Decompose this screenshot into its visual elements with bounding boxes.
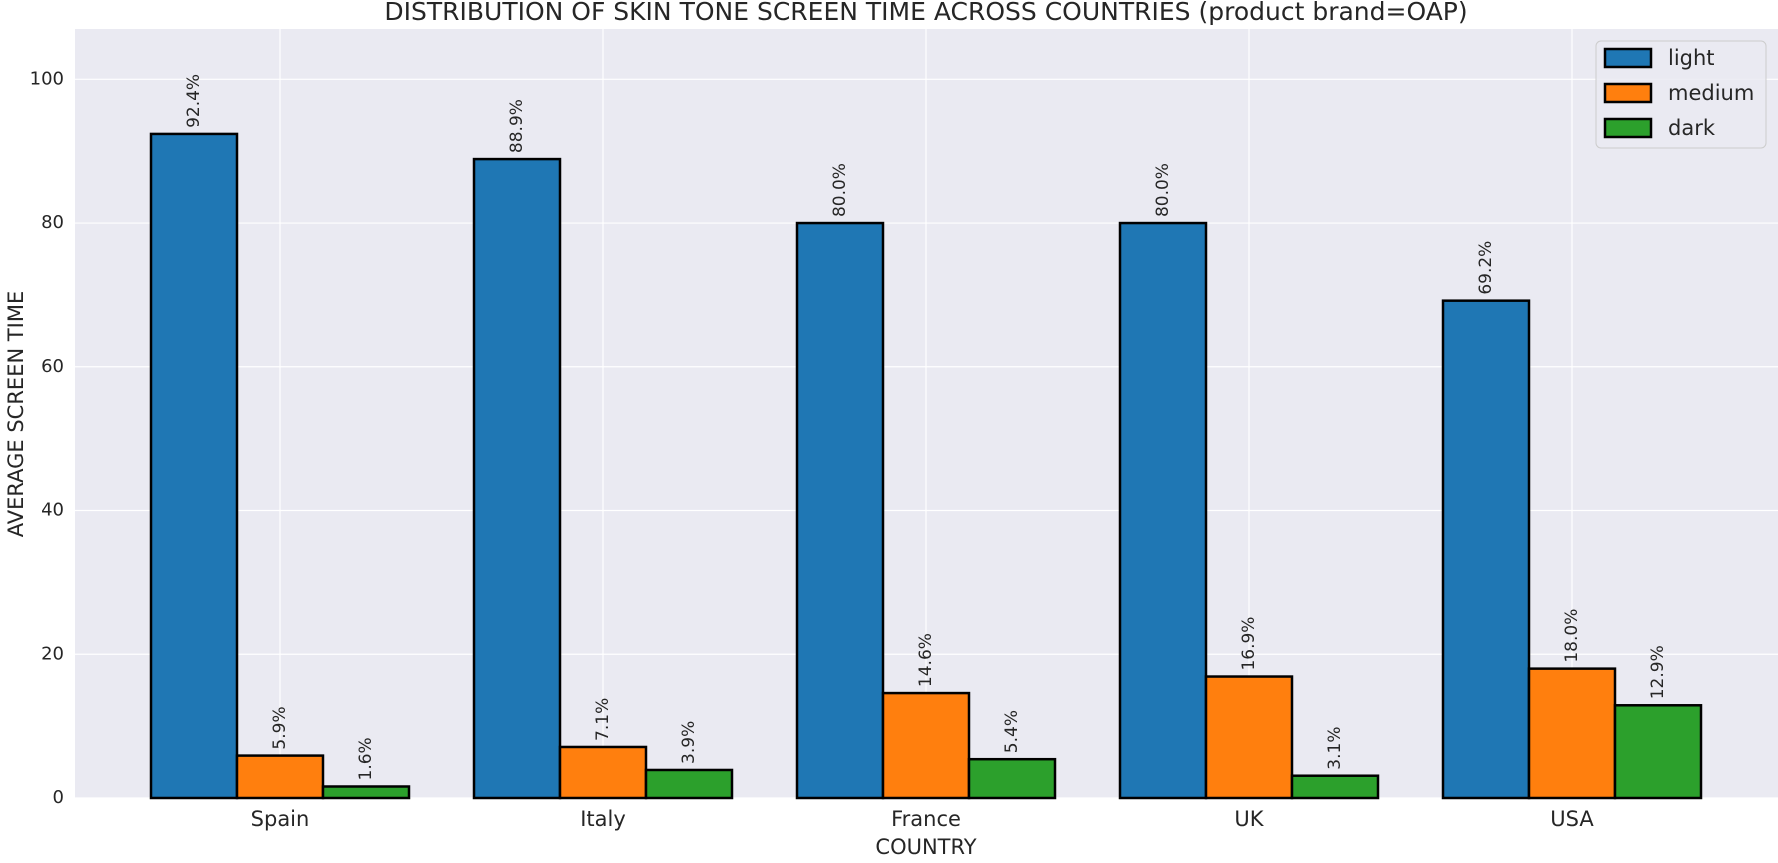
bar-dark-uk (1290, 774, 1380, 800)
legend-swatch-dark (1603, 117, 1653, 139)
bar-dark-usa (1613, 704, 1703, 800)
legend-label-light: light (1668, 46, 1715, 70)
bar-light-italy (472, 157, 562, 800)
legend-label-medium: medium (1668, 81, 1754, 105)
bar-dark-spain (321, 785, 411, 800)
bar-light-france (795, 221, 885, 800)
bar-value-label: 1.6% (356, 737, 376, 780)
bar-light-uk (1118, 221, 1208, 800)
chart-title: DISTRIBUTION OF SKIN TONE SCREEN TIME AC… (384, 0, 1467, 26)
x-axis-title: COUNTRY (875, 835, 976, 859)
bar-value-label: 16.9% (1239, 617, 1259, 671)
bar-dark-france (967, 757, 1057, 800)
bar-dark-italy (644, 768, 734, 800)
bar-value-label: 18.0% (1562, 609, 1582, 663)
bar-light-spain (149, 132, 239, 800)
legend-label-dark: dark (1668, 116, 1716, 140)
x-tick-label: USA (1550, 807, 1594, 831)
bar-value-label: 88.9% (507, 99, 527, 153)
bar-medium-italy (558, 745, 648, 800)
bar-value-label: 3.9% (679, 721, 699, 764)
legend-swatch-light (1603, 47, 1653, 69)
bars-layer (149, 132, 1703, 800)
bar-labels-layer: 92.4% 88.9% 80.0% 80.0% 69.2% 5.9% 7.1% 14.6% 16… (184, 74, 1668, 781)
bar-medium-uk (1204, 675, 1294, 800)
bar-value-label: 5.4% (1002, 710, 1022, 753)
bar-value-label: 14.6% (916, 633, 936, 687)
bar-light-usa (1441, 299, 1531, 800)
y-tick-label: 100 (30, 68, 64, 89)
bar-medium-france (881, 691, 971, 800)
bar-value-label: 3.1% (1325, 727, 1345, 770)
x-tick-label: UK (1234, 807, 1264, 831)
y-tick-label: 40 (41, 500, 64, 521)
x-tick-label: France (891, 807, 961, 831)
y-tick-label: 80 (41, 212, 64, 233)
bar-value-label: 69.2% (1476, 241, 1496, 295)
y-tick-label: 20 (41, 643, 64, 664)
y-axis-ticks: 0 20 40 60 80 100 (30, 68, 64, 808)
x-tick-label: Italy (580, 807, 626, 831)
y-tick-label: 60 (41, 356, 64, 377)
bar-value-label: 80.0% (830, 163, 850, 217)
bar-value-label: 5.9% (270, 706, 290, 749)
legend-swatch-medium (1603, 82, 1653, 104)
x-tick-label: Spain (251, 807, 310, 831)
bar-medium-usa (1527, 667, 1617, 800)
bar-value-label: 7.1% (593, 698, 613, 741)
y-tick-label: 0 (53, 787, 64, 808)
bar-value-label: 80.0% (1153, 163, 1173, 217)
bar-value-label: 12.9% (1648, 645, 1668, 699)
x-axis-ticks: Spain Italy France UK USA (251, 807, 1595, 831)
bar-medium-spain (235, 754, 325, 800)
legend: light medium dark (1595, 40, 1767, 149)
bar-value-label: 92.4% (184, 74, 204, 128)
y-axis-title: AVERAGE SCREEN TIME (4, 291, 28, 538)
